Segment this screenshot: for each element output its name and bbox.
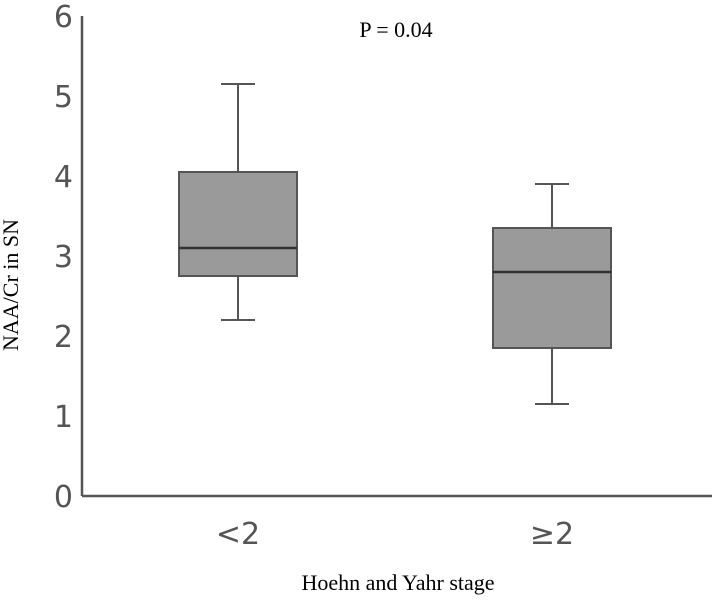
y-tick-label: 2 [54,320,73,355]
y-tick-label: 3 [54,240,73,275]
y-tick-label: 4 [54,160,73,195]
y-axis-title: NAA/Cr in SN [0,219,23,351]
box-group [492,183,612,405]
box-group [178,83,298,321]
y-tick-label: 6 [54,0,73,35]
iqr-box [492,227,612,349]
iqr-box [178,171,298,277]
y-tick-labels: 0 1 2 3 4 5 6 [54,0,73,515]
y-tick-label: 5 [54,80,73,115]
y-tick-label: 0 [54,480,73,515]
axes [80,16,712,498]
y-tick-label: 1 [54,400,73,435]
x-axis-title: Hoehn and Yahr stage [301,570,494,595]
category-labels: <2 ≥2 [216,517,574,552]
category-label: ≥2 [530,517,574,552]
boxes [178,83,612,405]
category-label: <2 [216,517,260,552]
p-value-annotation: P = 0.04 [359,17,432,42]
